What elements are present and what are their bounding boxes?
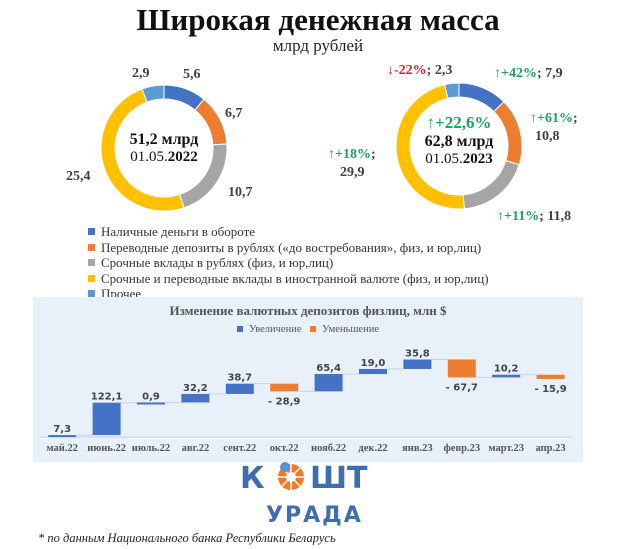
d1-label-transfer: 6,7 — [225, 106, 243, 121]
d1-label-term: 10,7 — [228, 185, 253, 200]
svg-text:ШТ: ШТ — [310, 461, 368, 496]
donut-legend: Наличные деньги в обороте Переводные деп… — [88, 224, 489, 302]
legend-item: Срочные вклады в рублях (физ, и юр,лиц) — [88, 255, 489, 271]
data-label: - 28,9 — [268, 396, 300, 407]
d2-label-transfer: ↑+61%; 10,8 — [530, 111, 578, 144]
donut-segment — [458, 82, 505, 113]
d2-label-foreign: ↑+18%; 29,9 — [328, 147, 376, 180]
page-subtitle: млрд рублей — [272, 36, 364, 55]
legend-swatch-increase — [236, 326, 243, 332]
waterfall-bar — [92, 402, 121, 436]
data-label: - 67,7 — [446, 382, 478, 393]
d1-year: 2022 — [167, 149, 198, 165]
waterfall-bar — [48, 435, 77, 438]
data-label: 7,3 — [53, 424, 71, 435]
waterfall-panel: Изменение валютных депозитов физлиц, млн… — [33, 297, 583, 462]
x-tick-label: май.22 — [46, 443, 78, 454]
svg-text:К: К — [240, 461, 265, 496]
d1-label-other: 2,9 — [132, 66, 150, 81]
legend-swatch — [88, 228, 95, 236]
waterfall-bar — [225, 383, 254, 394]
x-tick-label: июль.22 — [132, 443, 170, 454]
waterfall-bar — [270, 383, 299, 392]
waterfall-bar — [403, 359, 432, 369]
x-tick-label: дек.22 — [358, 443, 387, 454]
legend-item: Наличные деньги в обороте — [88, 224, 489, 240]
waterfall-bar — [314, 374, 343, 392]
data-label: 19,0 — [361, 358, 386, 369]
donut-2023 — [395, 82, 523, 210]
waterfall-title: Изменение валютных депозитов физлиц, млн… — [169, 303, 447, 318]
x-tick-label: февр.23 — [444, 443, 481, 454]
waterfall-bar — [181, 393, 210, 403]
x-tick-label: апр.23 — [536, 443, 566, 454]
donut-segment — [444, 82, 460, 99]
waterfall-chart: 7,3 май.22 122,1 июнь.22 0,9 июль.22 32,2 авг.2… — [40, 348, 573, 454]
d1-label-foreign: 25,4 — [66, 169, 91, 184]
d2-label-term: ↑+11%; 11,8 — [497, 209, 572, 224]
data-label: 32,2 — [183, 383, 208, 394]
page-title: Широкая денежная масса — [136, 2, 500, 37]
x-tick-label: янв.23 — [402, 443, 433, 454]
data-label: 38,7 — [227, 373, 252, 384]
legend-swatch — [88, 243, 95, 251]
d2-change: ↑+22,6% — [426, 113, 492, 132]
d2-center: ↑+22,6% 62,8 млрд 01.05.2023 — [389, 113, 529, 168]
data-label: 65,4 — [316, 363, 341, 374]
donut-charts — [100, 82, 523, 212]
d2-date: 01.05. — [425, 151, 463, 167]
x-tick-label: март.23 — [488, 443, 524, 454]
logo-orange-icon — [278, 462, 304, 490]
d2-label-other: ↓-22%; 2,3 — [387, 63, 453, 78]
x-tick-label: нояб.22 — [311, 443, 346, 454]
waterfall-bar — [492, 374, 521, 378]
data-label: 122,1 — [91, 392, 123, 403]
d2-total: 62,8 млрд — [424, 133, 494, 150]
d2-year: 2023 — [462, 151, 493, 167]
d2-label-cash: ↑+42%; 7,9 — [494, 66, 563, 81]
d1-date: 01.05. — [130, 149, 168, 165]
waterfall-legend: Увеличение Уменьшение — [33, 324, 583, 335]
x-tick-label: окт.22 — [270, 443, 299, 454]
svg-text:УРАДА: УРАДА — [266, 503, 363, 526]
x-tick-label: авг.22 — [182, 443, 210, 454]
legend-swatch — [88, 259, 95, 267]
donut-segment — [141, 84, 165, 103]
waterfall-bar — [447, 359, 476, 378]
data-label: 10,2 — [494, 364, 519, 375]
footnote: * по данным Национального банка Республи… — [38, 531, 336, 545]
legend-swatch-decrease — [310, 326, 317, 332]
logo: К ШТ УРАДА — [240, 461, 368, 526]
x-tick-label: июнь.22 — [87, 443, 126, 454]
d1-center: 51,2 млрд 01.05.2022 — [94, 131, 234, 166]
waterfall-bar — [137, 402, 165, 405]
waterfall-bar — [359, 368, 387, 375]
d1-total: 51,2 млрд — [129, 131, 199, 148]
legend-swatch — [88, 274, 95, 282]
data-label: 35,8 — [405, 348, 430, 359]
data-label: 0,9 — [142, 391, 160, 402]
x-tick-label: сент.22 — [223, 443, 256, 454]
donut-2022 — [100, 84, 228, 212]
legend-item: Переводные депозиты в рублях («до востре… — [88, 240, 489, 256]
data-label: - 15,9 — [534, 384, 566, 395]
legend-item: Срочные и переводные вклады в иностранно… — [88, 271, 489, 287]
legend-swatch — [88, 290, 95, 298]
waterfall-bar — [536, 374, 565, 379]
d1-label-cash: 5,6 — [183, 67, 201, 82]
